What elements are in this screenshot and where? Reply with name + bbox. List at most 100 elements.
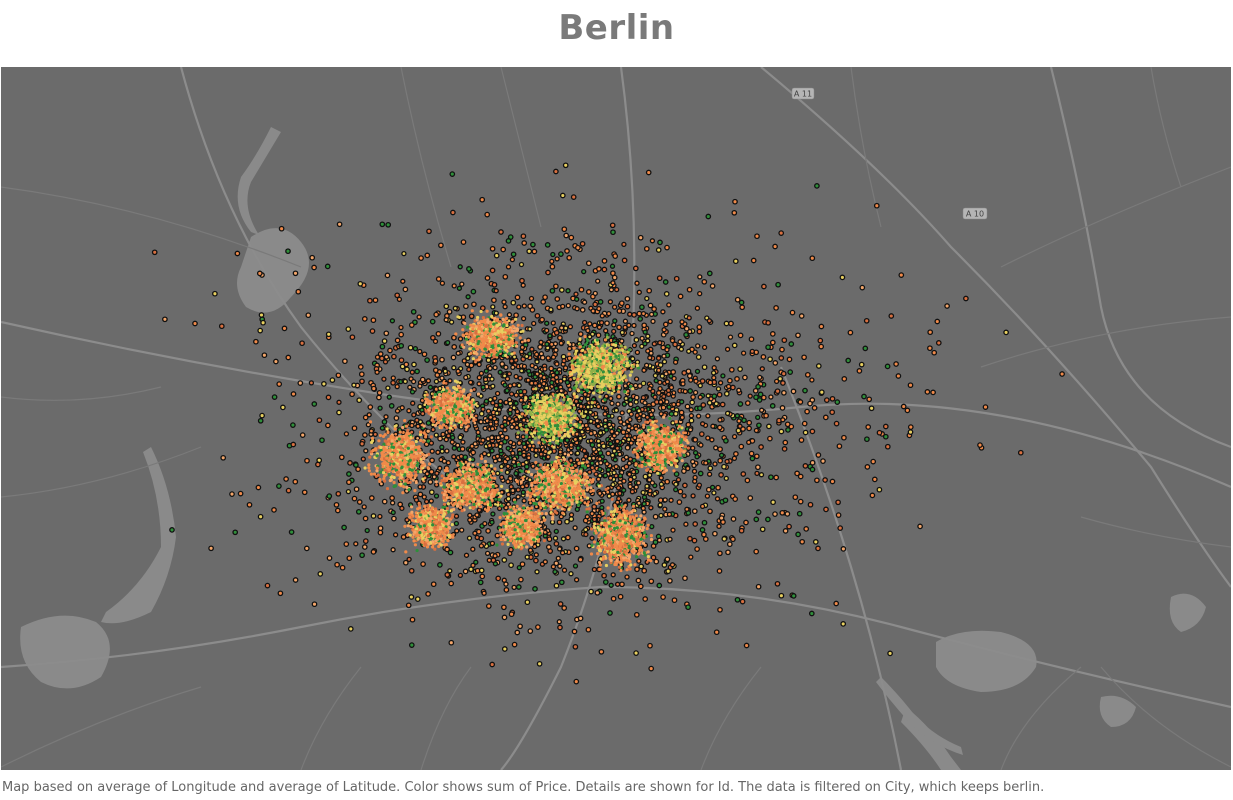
listing-marker[interactable] — [627, 483, 633, 490]
listing-marker[interactable] — [501, 604, 507, 611]
listing-marker[interactable] — [888, 313, 895, 319]
listing-marker[interactable] — [907, 429, 914, 435]
listing-marker[interactable] — [635, 363, 640, 368]
listing-marker[interactable] — [917, 523, 923, 530]
listing-marker[interactable] — [627, 397, 634, 403]
listing-marker[interactable] — [864, 464, 871, 470]
listing-marker[interactable] — [841, 376, 848, 382]
listing-marker[interactable] — [504, 456, 511, 462]
listing-marker[interactable] — [963, 295, 969, 302]
listing-marker[interactable] — [631, 312, 637, 318]
listing-marker[interactable] — [619, 381, 624, 385]
listing-marker[interactable] — [752, 387, 759, 394]
listing-marker[interactable] — [660, 594, 666, 600]
listing-marker[interactable] — [372, 431, 378, 438]
listing-marker[interactable] — [608, 349, 612, 353]
listing-marker[interactable] — [278, 225, 285, 232]
listing-marker[interactable] — [583, 343, 588, 347]
listing-marker[interactable] — [603, 427, 610, 433]
listing-marker[interactable] — [661, 359, 668, 365]
listing-marker[interactable] — [451, 454, 457, 460]
listing-marker[interactable] — [686, 348, 692, 354]
listing-marker[interactable] — [367, 297, 373, 304]
listing-marker[interactable] — [705, 435, 711, 441]
listing-marker[interactable] — [404, 366, 410, 373]
listing-marker[interactable] — [587, 321, 593, 327]
listing-marker[interactable] — [544, 320, 550, 326]
listing-marker[interactable] — [527, 303, 533, 310]
listing-marker[interactable] — [750, 257, 757, 264]
listing-marker[interactable] — [437, 562, 443, 568]
listing-marker[interactable] — [372, 297, 379, 304]
listing-marker[interactable] — [169, 527, 175, 533]
listing-marker[interactable] — [482, 520, 488, 527]
listing-marker[interactable] — [489, 334, 493, 339]
listing-marker[interactable] — [424, 252, 431, 259]
listing-marker[interactable] — [739, 598, 746, 605]
listing-marker[interactable] — [481, 337, 485, 341]
listing-marker[interactable] — [492, 355, 496, 359]
listing-marker[interactable] — [487, 353, 491, 357]
listing-marker[interactable] — [595, 369, 600, 373]
listing-marker[interactable] — [450, 209, 456, 216]
listing-marker[interactable] — [768, 474, 774, 481]
listing-marker[interactable] — [390, 509, 396, 516]
listing-marker[interactable] — [511, 354, 518, 360]
listing-marker[interactable] — [577, 556, 584, 563]
listing-marker[interactable] — [718, 472, 724, 478]
listing-marker[interactable] — [432, 338, 439, 345]
listing-marker[interactable] — [384, 272, 391, 279]
listing-marker[interactable] — [610, 229, 616, 236]
listing-marker[interactable] — [554, 256, 560, 262]
listing-marker[interactable] — [701, 531, 707, 538]
listing-marker[interactable] — [706, 270, 713, 277]
listing-marker[interactable] — [749, 348, 755, 355]
listing-marker[interactable] — [907, 424, 914, 430]
listing-marker[interactable] — [694, 546, 700, 552]
listing-marker[interactable] — [769, 331, 776, 337]
listing-marker[interactable] — [447, 378, 453, 384]
listing-marker[interactable] — [377, 513, 383, 520]
listing-marker[interactable] — [650, 554, 657, 561]
listing-marker[interactable] — [595, 349, 599, 353]
listing-marker[interactable] — [505, 478, 511, 485]
listing-marker[interactable] — [602, 472, 609, 479]
listing-marker[interactable] — [801, 354, 807, 361]
listing-marker[interactable] — [467, 517, 473, 523]
listing-marker[interactable] — [663, 291, 670, 297]
listing-marker[interactable] — [705, 213, 712, 220]
listing-marker[interactable] — [394, 383, 400, 390]
listing-marker[interactable] — [613, 407, 620, 414]
listing-marker[interactable] — [514, 629, 521, 636]
listing-marker[interactable] — [688, 417, 695, 424]
listing-marker[interactable] — [501, 614, 508, 621]
listing-marker[interactable] — [505, 238, 512, 244]
listing-marker[interactable] — [565, 288, 571, 294]
listing-marker[interactable] — [383, 414, 389, 420]
listing-marker[interactable] — [549, 379, 555, 386]
listing-marker[interactable] — [443, 303, 450, 310]
listing-marker[interactable] — [882, 423, 889, 430]
listing-marker[interactable] — [588, 344, 592, 348]
listing-marker[interactable] — [712, 461, 718, 467]
listing-marker[interactable] — [690, 445, 696, 451]
listing-marker[interactable] — [414, 368, 420, 375]
listing-marker[interactable] — [561, 376, 568, 382]
listing-marker[interactable] — [557, 624, 563, 631]
listing-marker[interactable] — [642, 329, 648, 335]
listing-marker[interactable] — [394, 292, 401, 299]
listing-marker[interactable] — [485, 309, 489, 313]
listing-marker[interactable] — [803, 526, 810, 532]
listing-marker[interactable] — [627, 348, 631, 352]
listing-marker[interactable] — [746, 425, 752, 432]
listing-marker[interactable] — [468, 347, 472, 351]
listing-marker[interactable] — [661, 353, 667, 359]
listing-marker[interactable] — [566, 345, 573, 352]
listing-marker[interactable] — [514, 424, 520, 431]
listing-marker[interactable] — [466, 266, 472, 272]
listing-marker[interactable] — [523, 423, 529, 430]
listing-marker[interactable] — [553, 582, 560, 589]
listing-marker[interactable] — [631, 342, 638, 349]
listing-marker[interactable] — [429, 457, 435, 464]
listing-marker[interactable] — [835, 512, 842, 518]
